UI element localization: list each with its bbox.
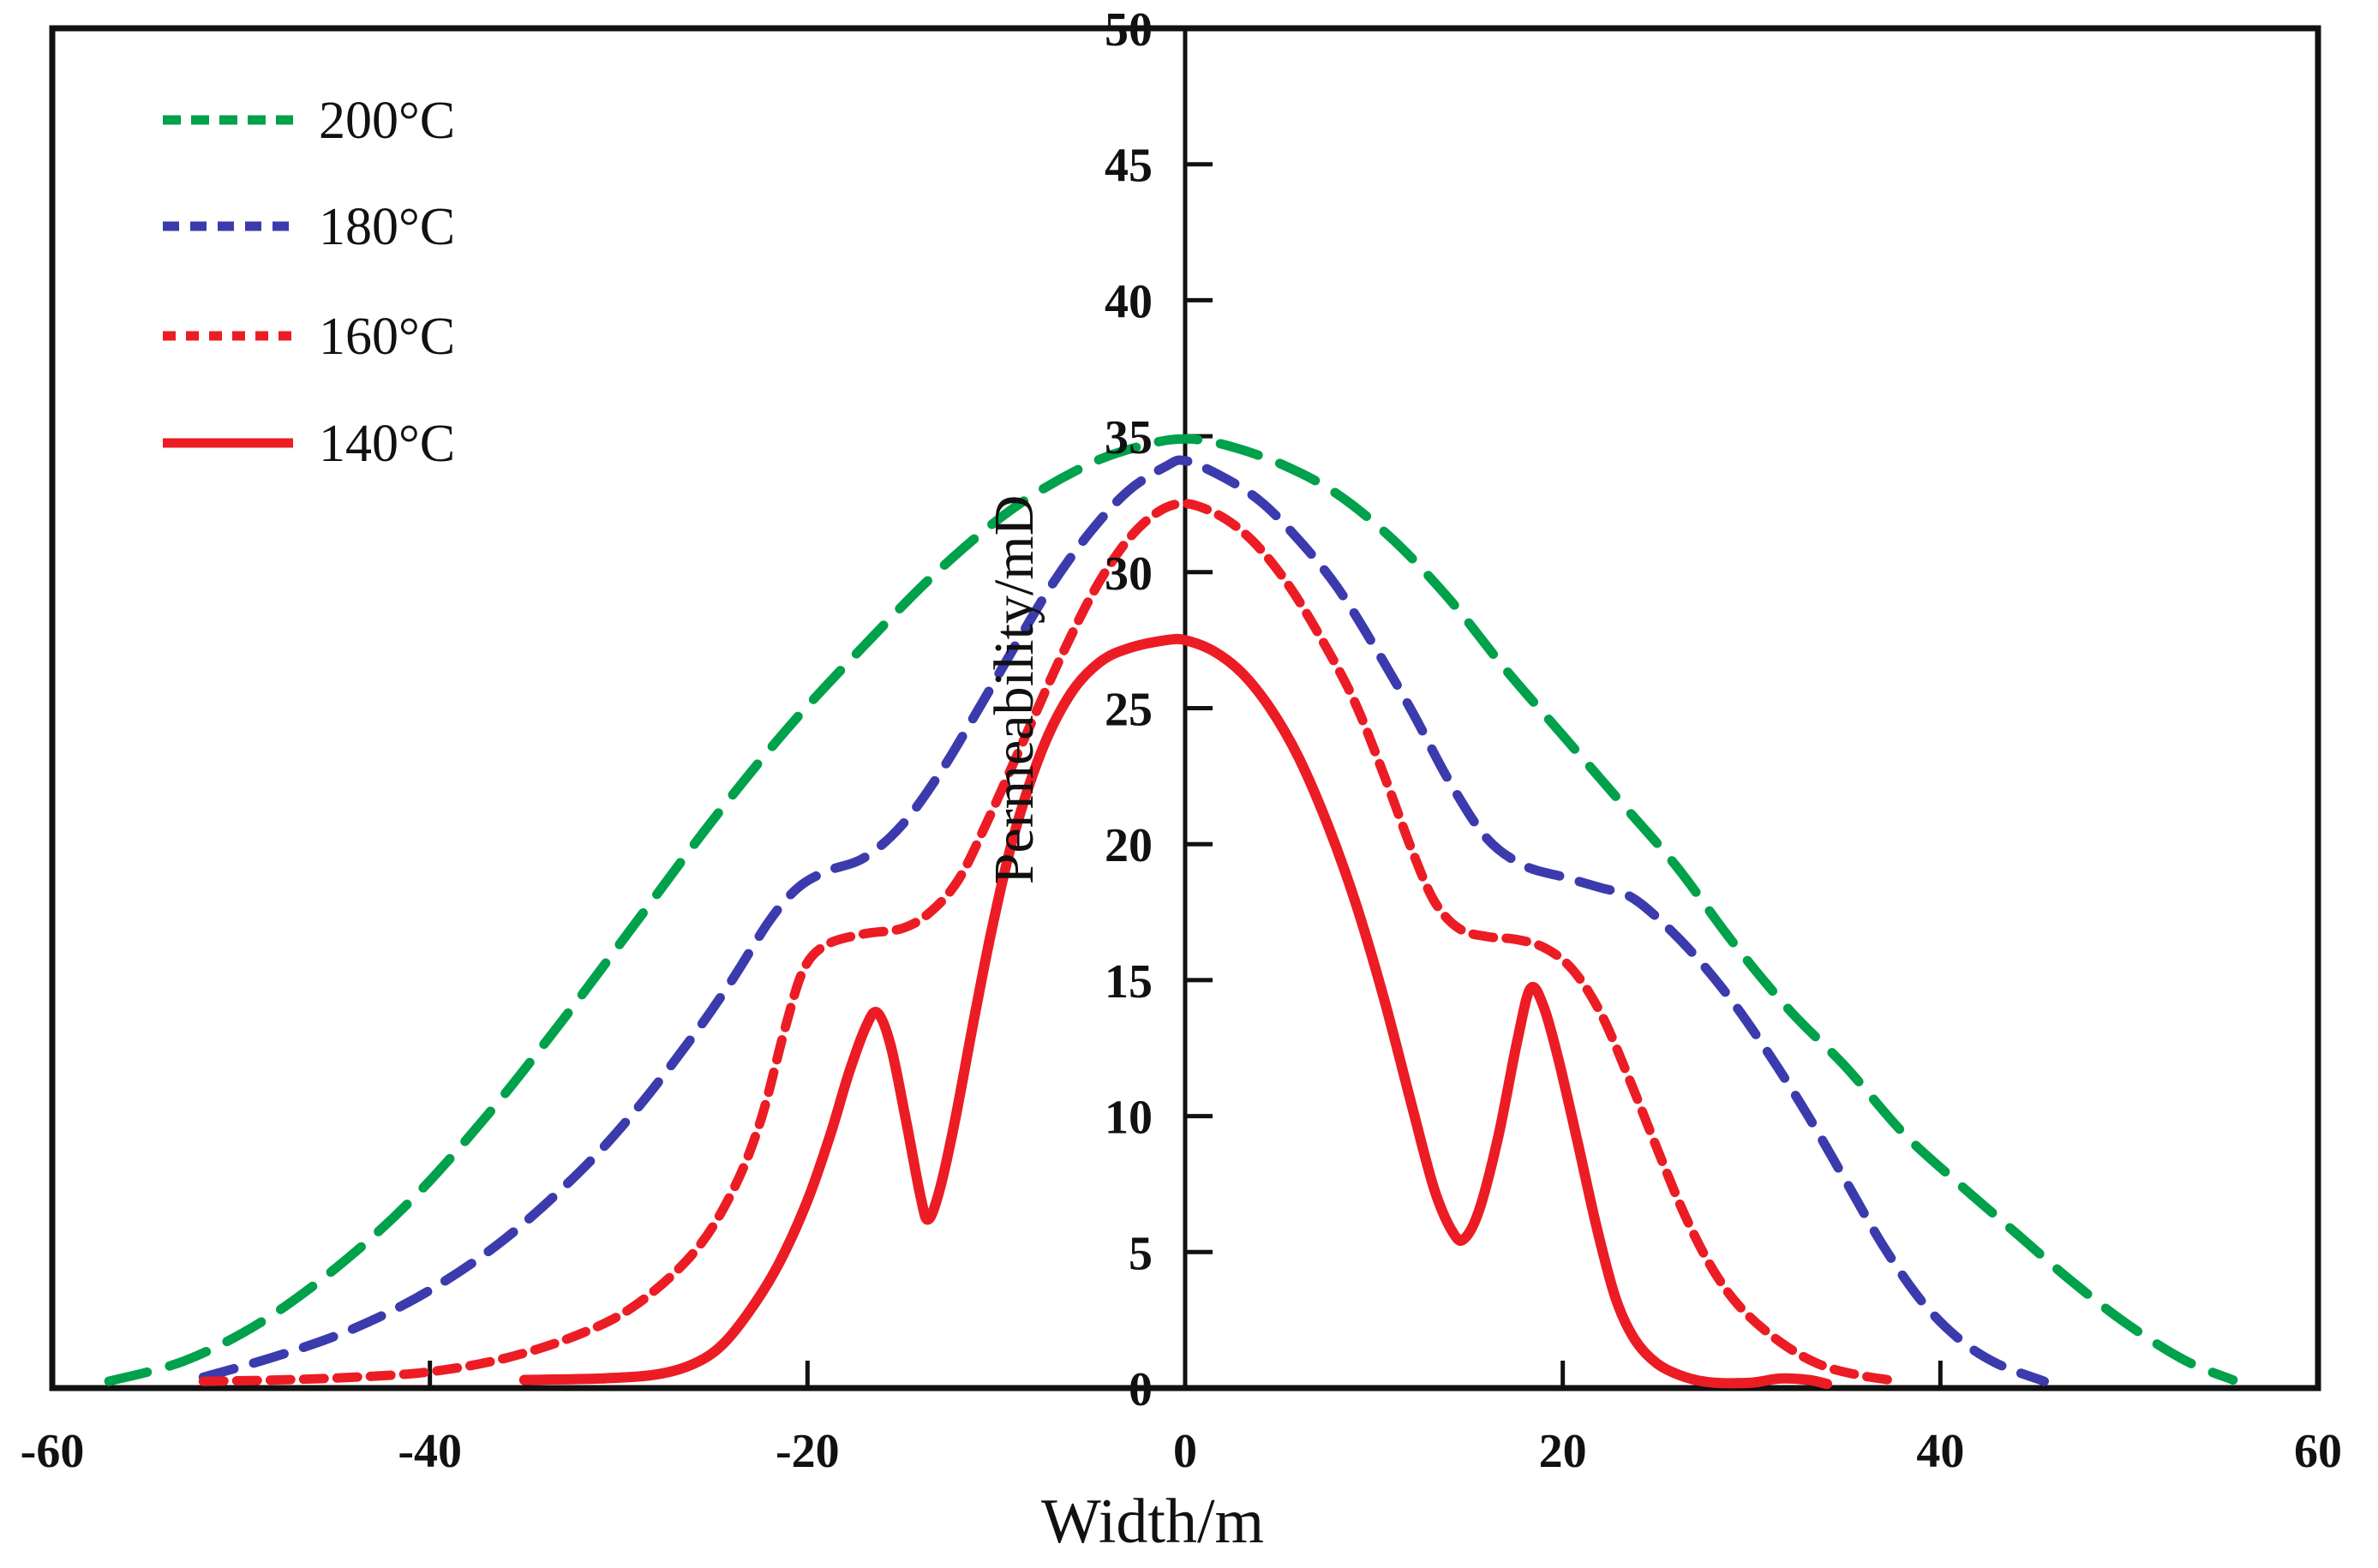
legend-item-t160: 160°C [163,308,455,366]
y-tick-label: 10 [1105,1092,1153,1145]
y-tick-label: 45 [1105,140,1153,193]
legend-item-t200: 200°C [163,92,455,150]
tick-labels: -60 -40 -20 0 20 40 60 0 5 10 15 20 25 30 35 40 45 50 [21,3,2342,1478]
y-tick-label: 30 [1105,548,1153,601]
legend-item-t140: 140°C [163,415,455,473]
curve-t140 [518,633,1833,1390]
curves [104,434,2238,1390]
y-tick-label: 35 [1105,411,1153,464]
x-tick-label: 40 [1916,1425,1964,1478]
y-tick-label: 5 [1129,1227,1153,1280]
legend-label-t160: 160°C [319,308,455,366]
legend-item-t180: 180°C [163,198,455,256]
y-tick-label: 0 [1129,1363,1153,1416]
legend: 200°C 180°C 160°C 140°C [163,92,455,473]
x-tick-label: 20 [1539,1425,1587,1478]
legend-label-t200: 200°C [319,92,455,150]
x-tick-label: -20 [776,1425,840,1478]
x-tick-label: -40 [398,1425,462,1478]
y-tick-label: 20 [1105,819,1153,872]
y-tick-label: 15 [1105,955,1153,1008]
legend-label-t180: 180°C [319,198,455,256]
y-tick-label: 25 [1105,684,1153,737]
y-tick-label: 50 [1105,3,1153,57]
x-axis-title: Width/m [1041,1487,1264,1557]
legend-label-t140: 140°C [319,415,455,473]
curve-t180 [198,455,2049,1386]
y-tick-label: 40 [1105,275,1153,328]
y-axis-title: Permeability/mD [983,495,1045,885]
curve-t200 [104,434,2238,1386]
x-tick-label: 0 [1173,1425,1197,1478]
x-tick-label: 60 [2294,1425,2342,1478]
x-tick-label: -60 [21,1425,85,1478]
curve-t160 [198,499,1904,1386]
